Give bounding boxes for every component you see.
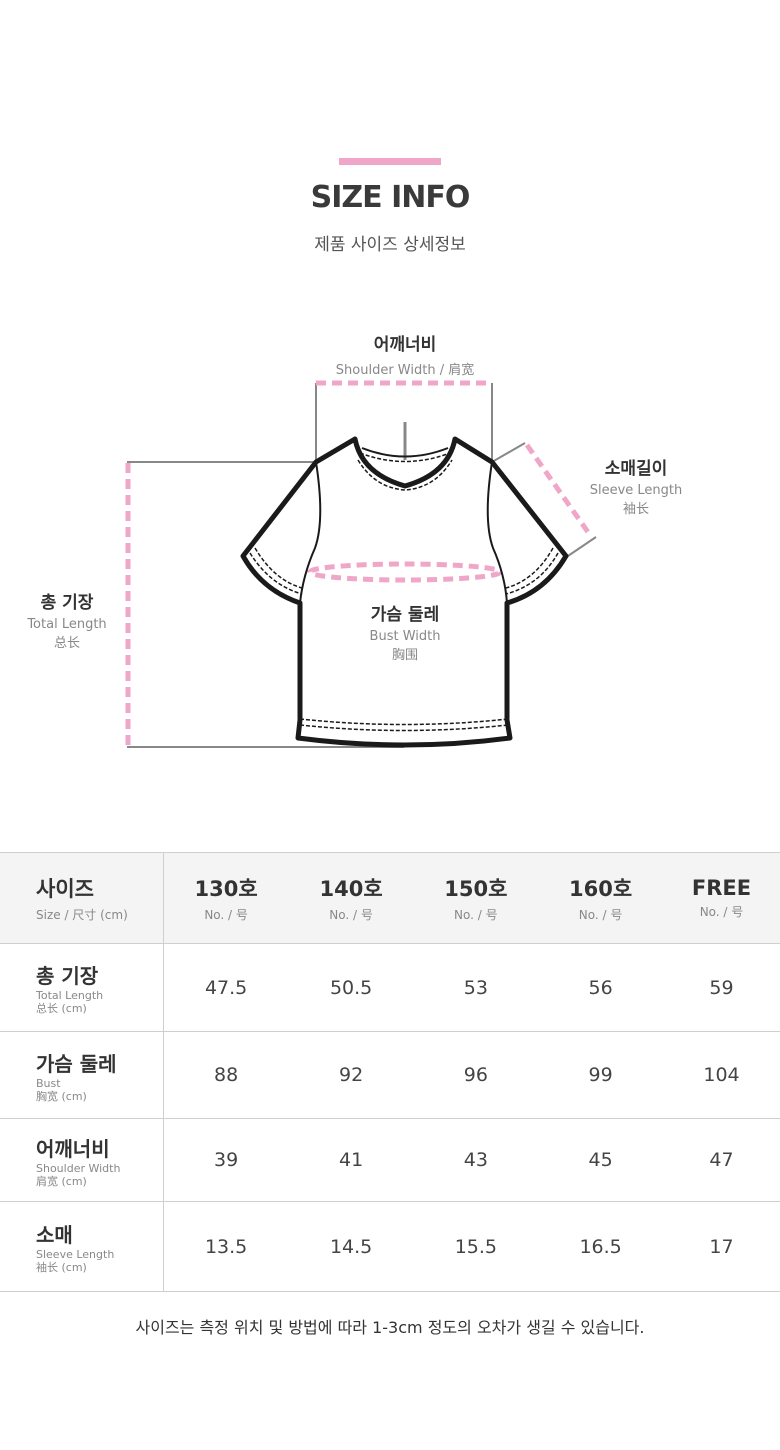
table-row: 어깨너비 Shoulder Width 肩宽 (cm) 39 41 43 45 47 — [0, 1118, 780, 1202]
header-ko: 사이즈 — [36, 877, 94, 901]
total-label: 총 기장 Total Length 总长 — [0, 588, 167, 651]
col-sub: No. / 号 — [454, 908, 498, 922]
table-cell: 41 — [288, 1118, 414, 1202]
col-sub: No. / 号 — [699, 905, 744, 919]
sleeve-guide-bottom — [564, 536, 597, 559]
bust-label-ko: 가슴 둘레 — [370, 605, 440, 625]
tshirt-outline — [240, 436, 569, 748]
table-cell: 45 — [538, 1118, 663, 1202]
col-size: 150호 — [444, 877, 508, 901]
table-cell: 43 — [413, 1118, 539, 1202]
total-label-ko: 총 기장 — [40, 593, 94, 613]
col-size: 130호 — [194, 877, 258, 901]
row-label-en: Shoulder Width — [36, 1161, 121, 1175]
row-label: 어깨너비 Shoulder Width 肩宽 (cm) — [0, 1118, 164, 1202]
total-label-zh: 总长 — [53, 636, 80, 651]
row-label-en: Bust — [36, 1076, 61, 1090]
header-en: Size / 尺寸 (cm) — [36, 908, 128, 922]
table-cell: 88 — [163, 1031, 289, 1119]
bust-measure-line — [307, 561, 503, 583]
sleeve-label-zh: 袖长 — [622, 502, 649, 517]
header-cell: 사이즈 Size / 尺寸 (cm) — [0, 852, 164, 944]
sleeve-label: 소매길이 Sleeve Length 袖长 — [536, 454, 736, 517]
row-label-zh: 肩宽 (cm) — [36, 1174, 87, 1188]
shoulder-label-en: Shoulder Width / 肩宽 — [335, 363, 475, 378]
shoulder-label: 어깨너비 Shoulder Width / 肩宽 — [305, 330, 505, 378]
row-label-zh: 袖长 (cm) — [36, 1261, 87, 1274]
row-label-en: Sleeve Length — [36, 1248, 115, 1261]
table-row: 가슴 둘레 Bust 胸宽 (cm) 88 92 96 99 104 — [0, 1031, 780, 1119]
row-label: 가슴 둘레 Bust 胸宽 (cm) — [0, 1031, 164, 1119]
table-row: 소매 Sleeve Length 袖长 (cm) 13.5 14.5 15.5 16.5 17 — [0, 1201, 780, 1292]
table-cell: 13.5 — [163, 1201, 289, 1292]
table-cell: 53 — [413, 943, 539, 1032]
col-header: FREE No. / 号 — [662, 852, 780, 944]
col-size: 160호 — [569, 877, 633, 901]
table-cell: 47 — [662, 1118, 780, 1202]
table-cell: 39 — [163, 1118, 289, 1202]
col-size: 140호 — [319, 877, 383, 901]
row-label-ko: 소매 — [36, 1223, 73, 1247]
row-label-zh: 胸宽 (cm) — [36, 1089, 87, 1103]
table-cell: 14.5 — [288, 1201, 414, 1292]
table-cell: 47.5 — [163, 943, 289, 1032]
table-cell: 59 — [662, 943, 780, 1032]
table-cell: 92 — [288, 1031, 414, 1119]
col-header: 140호 No. / 号 — [288, 852, 414, 944]
row-label-zh: 总长 (cm) — [36, 1002, 87, 1015]
tshirt-diagram — [125, 380, 597, 748]
page-subtitle: 제품 사이즈 상세정보 — [314, 235, 466, 255]
accent-bar — [339, 158, 441, 165]
sleeve-guide-top — [491, 442, 526, 463]
row-label: 총 기장 Total Length 总长 (cm) — [0, 943, 164, 1032]
bust-label-en: Bust Width — [369, 629, 441, 644]
row-label-en: Total Length — [36, 989, 104, 1002]
bust-label: 가슴 둘레 Bust Width 胸围 — [305, 600, 505, 663]
row-label: 소매 Sleeve Length 袖长 (cm) — [0, 1201, 164, 1292]
bust-label-zh: 胸围 — [391, 648, 418, 663]
page-title: SIZE INFO — [310, 180, 471, 215]
row-label-ko: 총 기장 — [36, 964, 99, 988]
table-row: 총 기장 Total Length 总长 (cm) 47.5 50.5 53 56 59 — [0, 943, 780, 1032]
col-sub: No. / 号 — [329, 908, 373, 922]
col-header: 160호 No. / 号 — [538, 852, 663, 944]
row-label-ko: 어깨너비 — [36, 1136, 110, 1161]
sleeve-measure-line — [524, 443, 593, 537]
col-size: FREE — [691, 876, 752, 900]
table-cell: 99 — [538, 1031, 663, 1119]
table-cell: 56 — [538, 943, 663, 1032]
size-note: 사이즈는 측정 위치 및 방법에 따라 1-3cm 정도의 오차가 생길 수 있… — [135, 1318, 645, 1337]
shoulder-label-ko: 어깨너비 — [373, 335, 437, 355]
sleeve-label-en: Sleeve Length — [589, 483, 683, 498]
sleeve-label-ko: 소매길이 — [604, 459, 668, 479]
col-header: 150호 No. / 号 — [413, 852, 539, 944]
col-sub: No. / 号 — [578, 908, 623, 922]
table-cell: 16.5 — [538, 1201, 663, 1292]
table-cell: 50.5 — [288, 943, 414, 1032]
col-sub: No. / 号 — [204, 908, 248, 922]
col-header: 130호 No. / 号 — [163, 852, 289, 944]
table-cell: 17 — [662, 1201, 780, 1292]
table-header-row: 사이즈 Size / 尺寸 (cm) 130호 No. / 号 140호 No. /… — [0, 852, 780, 944]
table-cell: 104 — [662, 1031, 780, 1119]
total-label-en: Total Length — [27, 617, 107, 632]
row-label-ko: 가슴 둘레 — [36, 1051, 117, 1076]
table-cell: 15.5 — [413, 1201, 539, 1292]
table-cell: 96 — [413, 1031, 539, 1119]
size-table: 사이즈 Size / 尺寸 (cm) 130호 No. / 号 140호 No. /… — [0, 852, 780, 1292]
